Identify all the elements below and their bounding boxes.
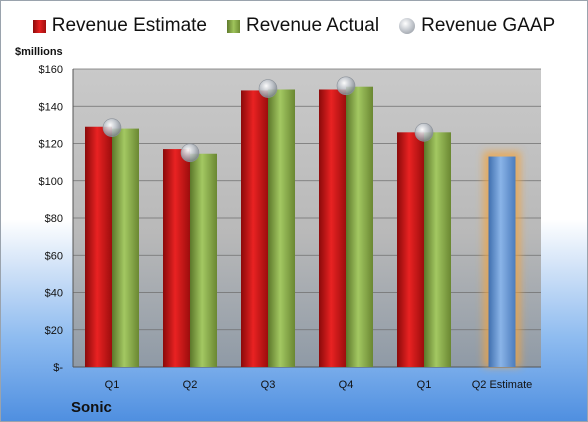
- bar-revenue-estimate: [241, 90, 268, 367]
- x-tick-label: Q2: [183, 379, 198, 391]
- green-bar-swatch-icon: [227, 19, 240, 33]
- legend-label-gaap: Revenue GAAP: [421, 15, 556, 36]
- company-name: Sonic: [71, 399, 112, 416]
- y-tick-label: $20: [45, 325, 63, 337]
- legend: Revenue Estimate Revenue Actual Revenue …: [1, 15, 587, 37]
- y-tick-label: $40: [45, 288, 63, 300]
- marker-revenue-gaap: [180, 143, 200, 163]
- bar-revenue-estimate: [319, 89, 346, 368]
- y-tick-label: $160: [39, 64, 63, 76]
- red-bar-swatch-icon: [32, 19, 46, 33]
- marker-revenue-gaap: [414, 123, 434, 142]
- y-tick-label: $-: [53, 362, 63, 374]
- x-tick-label: Q1: [417, 379, 432, 391]
- bar-revenue-actual: [424, 132, 451, 367]
- x-tick-label: Q3: [261, 379, 276, 391]
- marker-revenue-gaap: [102, 118, 122, 137]
- y-tick-label: $60: [45, 250, 63, 262]
- y-axis-unit-label: $millions: [15, 46, 63, 58]
- x-tick-label: Q1: [105, 379, 120, 391]
- bar-revenue-actual: [112, 128, 139, 367]
- bar-revenue-estimate: [397, 132, 424, 367]
- plot-area: $- $20 $40 $60 $80 $100 $120 $140 $160 Q1 Q2 Q3 Q4 Q1…: [39, 64, 541, 391]
- bar-revenue-estimate: [163, 149, 190, 367]
- bar-revenue-actual: [190, 153, 217, 367]
- marker-revenue-gaap: [258, 79, 278, 98]
- bar-revenue-actual: [346, 86, 373, 367]
- marker-revenue-gaap: [336, 76, 356, 96]
- bar-revenue-estimate: [85, 126, 112, 367]
- legend-label-actual: Revenue Actual: [246, 15, 380, 36]
- y-tick-label: $140: [39, 101, 63, 113]
- bar-revenue-actual: [268, 89, 295, 368]
- x-tick-label: Q4: [339, 379, 354, 391]
- y-tick-label: $80: [45, 213, 63, 225]
- legend-label-estimate: Revenue Estimate: [51, 15, 207, 36]
- bar-revenue-estimate-projection: [488, 156, 516, 367]
- y-tick-label: $120: [39, 139, 63, 151]
- legend-item-estimate: Revenue Estimate: [32, 15, 207, 37]
- x-tick-label: Q2 Estimate: [472, 379, 533, 391]
- gray-sphere-marker-icon: [399, 18, 416, 34]
- legend-item-actual: Revenue Actual: [227, 15, 379, 37]
- legend-item-gaap: Revenue GAAP: [399, 15, 555, 37]
- y-tick-label: $100: [39, 176, 63, 188]
